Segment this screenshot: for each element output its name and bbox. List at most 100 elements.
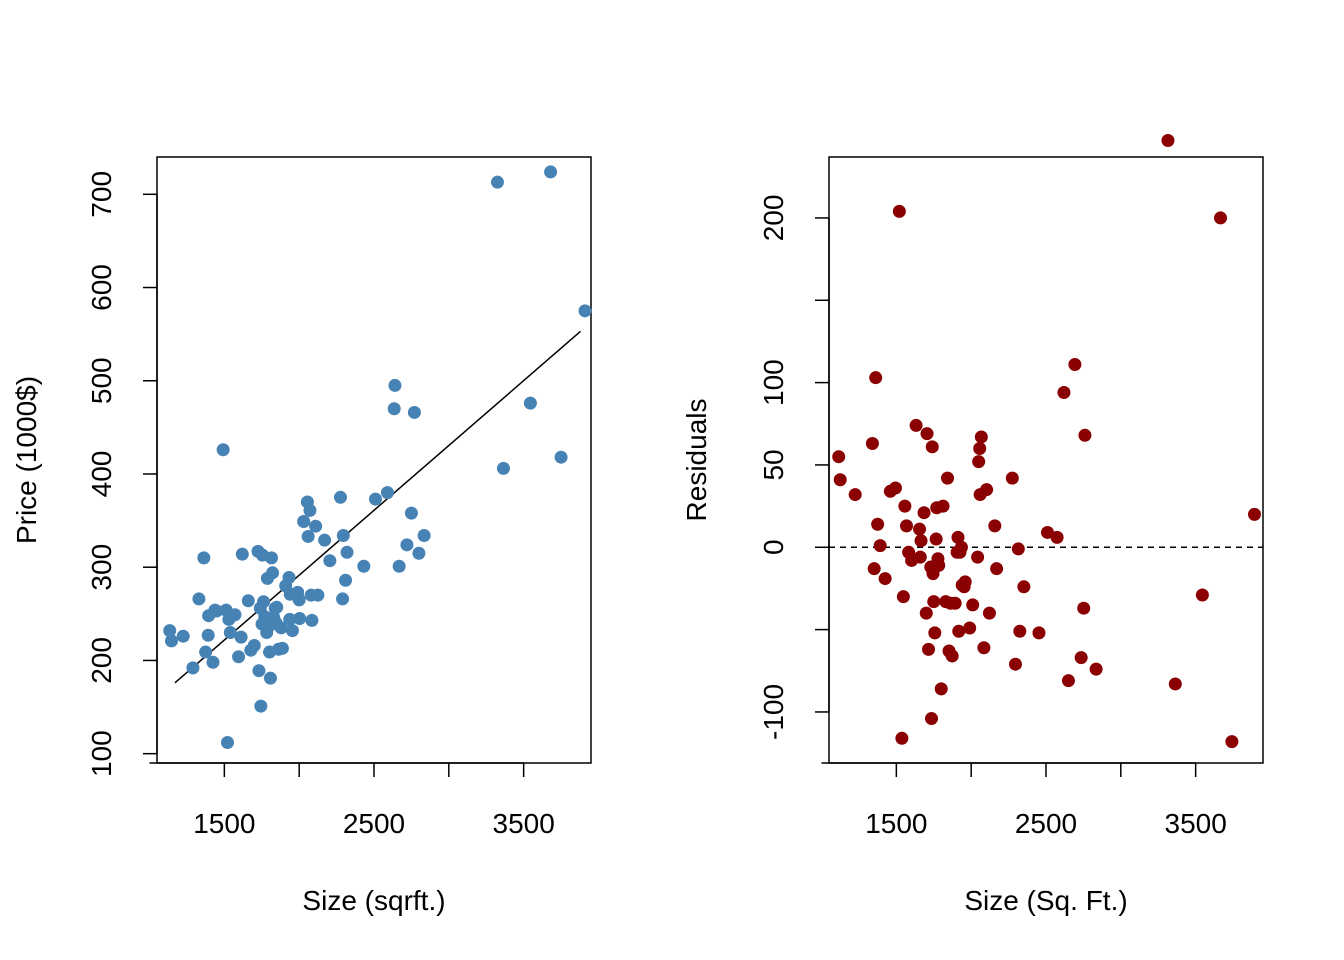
x-axis-title: Size (Sq. Ft.) bbox=[964, 885, 1127, 916]
data-point bbox=[913, 550, 927, 564]
data-point bbox=[929, 532, 943, 546]
data-point bbox=[963, 621, 977, 635]
data-point bbox=[871, 517, 885, 531]
data-point bbox=[387, 402, 401, 416]
data-point bbox=[980, 483, 994, 497]
data-point bbox=[898, 499, 912, 513]
data-point bbox=[954, 540, 968, 554]
data-point bbox=[934, 682, 948, 696]
y-tick-label: 200 bbox=[86, 637, 117, 684]
data-point bbox=[293, 611, 307, 625]
data-point bbox=[1213, 211, 1227, 225]
data-point bbox=[909, 418, 923, 432]
data-point bbox=[1061, 674, 1075, 688]
data-point bbox=[1077, 601, 1091, 615]
data-point bbox=[920, 427, 934, 441]
data-point bbox=[833, 473, 847, 487]
data-point bbox=[206, 655, 220, 669]
data-point bbox=[192, 592, 206, 606]
data-point bbox=[311, 588, 325, 602]
data-point bbox=[988, 519, 1002, 533]
x-tick-label: 2500 bbox=[343, 808, 405, 839]
data-point bbox=[186, 661, 200, 675]
data-point bbox=[270, 600, 284, 614]
data-point bbox=[936, 499, 950, 513]
data-point bbox=[266, 566, 280, 580]
data-point bbox=[1225, 735, 1239, 749]
data-point bbox=[235, 547, 249, 561]
data-point bbox=[966, 598, 980, 612]
data-point bbox=[165, 634, 179, 648]
data-point bbox=[1040, 525, 1054, 539]
y-tick-label: 100 bbox=[86, 730, 117, 777]
data-point bbox=[1161, 134, 1175, 148]
data-point bbox=[274, 621, 288, 635]
data-point bbox=[914, 534, 928, 548]
data-point bbox=[283, 612, 297, 626]
data-point bbox=[241, 594, 255, 608]
data-point bbox=[223, 625, 237, 639]
data-point bbox=[1247, 507, 1261, 521]
reference-layer bbox=[174, 330, 582, 684]
data-point bbox=[913, 522, 927, 536]
x-axis: 1500 2500 3500 bbox=[821, 762, 1227, 839]
data-point bbox=[544, 165, 558, 179]
data-point bbox=[400, 538, 414, 552]
data-point bbox=[1005, 471, 1019, 485]
data-point bbox=[932, 558, 946, 572]
x-tick-label: 1500 bbox=[193, 808, 255, 839]
data-point bbox=[368, 492, 382, 506]
data-point bbox=[201, 628, 215, 642]
data-point bbox=[1050, 530, 1064, 544]
data-point bbox=[176, 629, 190, 643]
data-point bbox=[254, 699, 268, 713]
data-point bbox=[301, 529, 315, 543]
data-point bbox=[404, 506, 418, 520]
y-tick-label: 300 bbox=[86, 544, 117, 591]
data-point bbox=[252, 664, 266, 678]
data-point bbox=[867, 562, 881, 576]
regression-line bbox=[174, 330, 582, 684]
data-point bbox=[392, 559, 406, 573]
data-point bbox=[275, 641, 289, 655]
y-tick-label: -100 bbox=[758, 684, 789, 740]
data-point bbox=[1168, 677, 1182, 691]
y-tick-label: 500 bbox=[86, 357, 117, 404]
data-point bbox=[977, 641, 991, 655]
data-point bbox=[974, 430, 988, 444]
data-point bbox=[1017, 580, 1031, 594]
data-point bbox=[1195, 588, 1209, 602]
y-tick-label: 400 bbox=[86, 451, 117, 498]
data-point bbox=[407, 405, 421, 419]
y-tick-label: 700 bbox=[86, 171, 117, 218]
data-point bbox=[197, 551, 211, 565]
y-axis-title: Price (1000$) bbox=[11, 376, 42, 544]
data-point bbox=[895, 731, 909, 745]
data-point bbox=[865, 437, 879, 451]
data-point bbox=[972, 455, 986, 469]
data-point bbox=[336, 592, 350, 606]
data-point bbox=[917, 506, 931, 520]
y-tick-label: 100 bbox=[758, 359, 789, 406]
data-point bbox=[941, 471, 955, 485]
y-axis-title: Residuals bbox=[681, 399, 712, 522]
data-point bbox=[925, 712, 939, 726]
data-point bbox=[305, 613, 319, 627]
data-point bbox=[339, 573, 353, 587]
data-point bbox=[878, 572, 892, 586]
data-point bbox=[336, 529, 350, 543]
data-point bbox=[578, 304, 592, 318]
data-points bbox=[832, 134, 1261, 749]
x-axis-title: Size (sqrft.) bbox=[302, 885, 445, 916]
x-tick-label: 2500 bbox=[1015, 808, 1077, 839]
data-point bbox=[285, 624, 299, 638]
data-point bbox=[1011, 542, 1025, 556]
data-point bbox=[216, 443, 230, 457]
x-axis: 1500 2500 3500 bbox=[149, 762, 555, 839]
data-point bbox=[282, 570, 296, 584]
scatter-panel-residuals: 1500 2500 3500 -100 0 50 100 200 Size (Sq. Ft.… bbox=[681, 134, 1264, 916]
data-point bbox=[163, 624, 177, 638]
y-tick-label: 0 bbox=[758, 539, 789, 555]
data-point bbox=[873, 539, 887, 553]
data-point bbox=[1032, 626, 1046, 640]
